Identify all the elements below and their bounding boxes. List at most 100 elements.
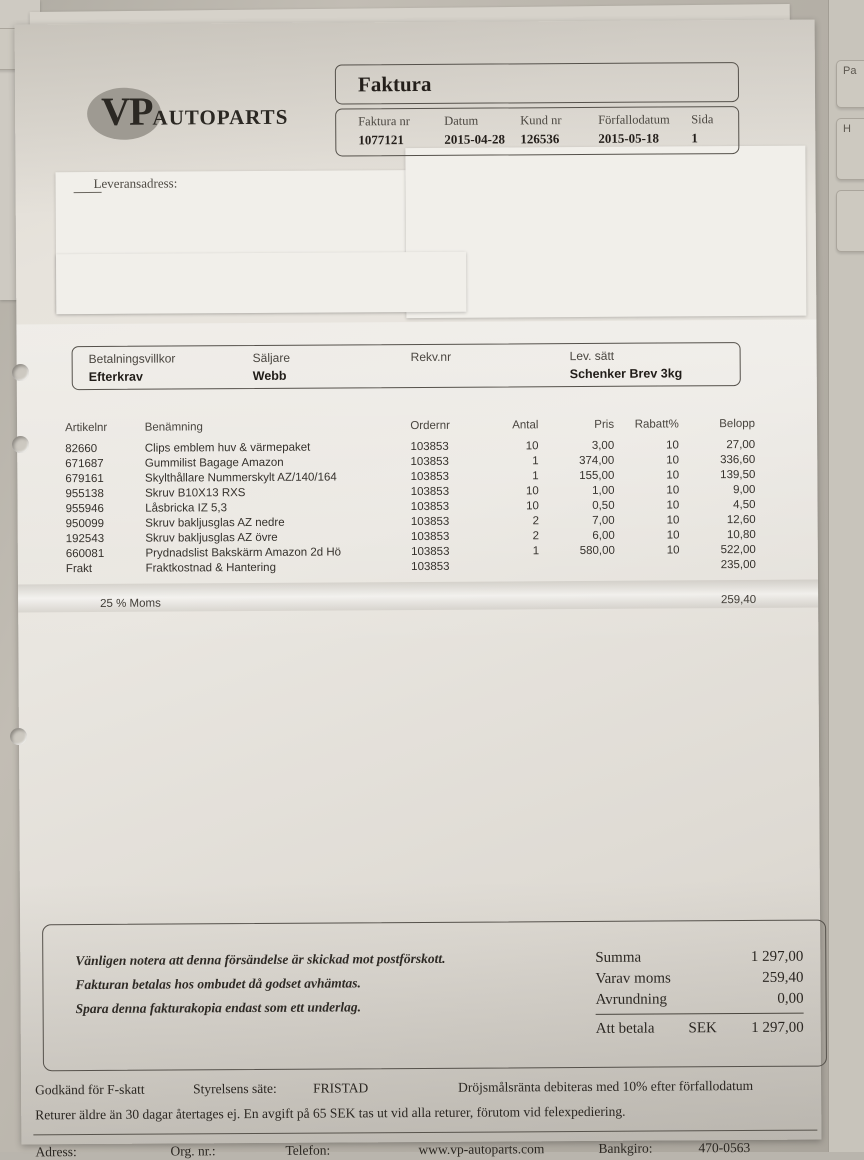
delivery-address-rule [74, 192, 102, 193]
cell-antal: 10 [482, 438, 542, 453]
logo-vp-text: VP [101, 89, 153, 134]
cell-artikelnr: 660081 [66, 546, 146, 561]
cell-belopp: 235,00 [692, 557, 756, 572]
total-summa-label: Summa [595, 948, 641, 969]
total-moms: Varav moms 259,40 [595, 968, 803, 990]
cell-belopp: 139,50 [691, 467, 755, 482]
meta-forfallodatum-value: 2015-05-18 [598, 130, 670, 146]
footer-rule [33, 1130, 817, 1136]
cell-belopp: 10,80 [691, 527, 755, 542]
meta-faktura-nr-label: Faktura nr [358, 114, 410, 129]
col-pris: Pris [542, 419, 614, 438]
col-belopp: Belopp [691, 418, 755, 437]
meta-sida-value: 1 [691, 130, 713, 146]
logo-text: VPAUTOPARTS [87, 85, 289, 144]
hole-punch-2 [12, 436, 29, 453]
footer-bankgiro-value: 470-0563 [698, 1140, 750, 1156]
cell-ordernr: 103853 [410, 454, 482, 469]
note-line-2: Fakturan betalas hos ombudet då godset a… [75, 971, 445, 997]
cell-rabatt [615, 557, 692, 572]
cell-ordernr: 103853 [411, 529, 483, 544]
meta-forfallodatum-label: Förfallodatum [598, 112, 670, 127]
hole-punch-3 [10, 728, 27, 745]
legal-returer: Returer äldre än 30 dagar återtages ej. … [35, 1103, 815, 1124]
invoice-notes: Vänligen notera att denna försändelse är… [75, 947, 446, 1021]
cell-belopp: 336,60 [691, 452, 755, 467]
summary-box: Vänligen notera att denna försändelse är… [42, 920, 827, 1072]
meta-kund-nr-label: Kund nr [520, 113, 561, 128]
terms-saljare: Säljare Webb [253, 351, 291, 383]
cell-belopp: 522,00 [692, 542, 756, 557]
cell-ordernr: 103853 [411, 559, 483, 574]
cell-rabatt: 10 [614, 482, 691, 497]
cell-benamning: Clips emblem huv & värmepaket [145, 439, 411, 456]
legal-section: Godkänd för F-skatt Styrelsens säte: FRI… [35, 1078, 815, 1124]
cell-rabatt: 10 [615, 542, 692, 557]
footer-telefon-label: Telefon: [285, 1142, 418, 1159]
delivery-address-label: Leveransadress: [94, 175, 178, 192]
total-avrundning-value: 0,00 [777, 989, 803, 1010]
legal-styrelse-label: Styrelsens säte: [193, 1081, 313, 1098]
total-summa-value: 1 297,00 [751, 947, 804, 968]
meta-faktura-nr-value: 1077121 [358, 132, 410, 148]
cell-benamning: Skruv B10X13 RXS [145, 484, 411, 501]
cell-antal: 10 [483, 498, 543, 513]
cell-pris: 0,50 [543, 498, 615, 513]
cell-rabatt: 10 [614, 467, 691, 482]
cell-rabatt: 10 [614, 452, 691, 467]
cell-belopp: 9,00 [691, 482, 755, 497]
cell-pris: 3,00 [542, 438, 614, 453]
terms-betalningsvillkor-value: Efterkrav [89, 369, 176, 384]
vat-label: 25 % Moms [66, 572, 692, 611]
meta-datum: Datum 2015-04-28 [444, 113, 505, 147]
cell-artikelnr: 671687 [65, 456, 145, 471]
meta-kund-nr: Kund nr 126536 [520, 113, 562, 147]
invoice-document: VPAUTOPARTS Faktura Faktura nr 1077121 D… [15, 20, 822, 1145]
cell-belopp: 27,00 [691, 437, 755, 452]
cell-artikelnr: Frakt [66, 561, 146, 576]
cell-pris: 374,00 [543, 453, 615, 468]
cell-rabatt: 10 [615, 527, 692, 542]
cell-antal: 10 [483, 483, 543, 498]
terms-rekv-nr: Rekv.nr [411, 350, 452, 368]
cell-artikelnr: 955138 [65, 486, 145, 501]
cell-benamning: Skylthållare Nummerskylt AZ/140/164 [145, 469, 411, 486]
meta-sida: Sida 1 [691, 112, 713, 146]
footer-org-label: Org. nr.: [170, 1143, 285, 1160]
cell-antal [483, 558, 543, 573]
total-avrundning-label: Avrundning [595, 989, 667, 1010]
cell-artikelnr: 192543 [66, 531, 146, 546]
total-att-betala: Att betala SEK 1 297,00 [596, 1018, 804, 1040]
total-att-betala-value: 1 297,00 [751, 1018, 804, 1039]
cell-pris [543, 558, 615, 573]
keyboard-key-h-label: H [843, 123, 851, 135]
cell-benamning: Prydnadslist Bakskärm Amazon 2d Hö [145, 544, 411, 561]
total-att-betala-label: Att betala [596, 1019, 655, 1040]
line-items: Artikelnr Benämning Ordernr Antal Pris R… [65, 418, 756, 612]
cell-pris: 1,00 [543, 483, 615, 498]
keyboard-key-pa-label: Pa [843, 65, 856, 77]
cell-benamning: Låsbricka IZ 5,3 [145, 499, 411, 516]
cell-pris: 580,00 [543, 543, 615, 558]
terms-saljare-value: Webb [253, 369, 290, 383]
note-line-1: Vänligen notera att denna försändelse är… [75, 947, 445, 973]
terms-saljare-label: Säljare [253, 351, 290, 365]
cell-ordernr: 103853 [411, 499, 483, 514]
col-rabatt: Rabatt% [614, 418, 691, 437]
cell-artikelnr: 82660 [65, 441, 145, 456]
terms-betalningsvillkor-label: Betalningsvillkor [89, 351, 176, 366]
company-logo: VPAUTOPARTS [87, 85, 289, 144]
cell-artikelnr: 955946 [65, 501, 145, 516]
terms-rekv-nr-label: Rekv.nr [411, 350, 452, 364]
total-avrundning: Avrundning 0,00 [595, 989, 803, 1011]
legal-styrelse-value: FRISTAD [313, 1080, 458, 1097]
invoice-title-box: Faktura [335, 62, 739, 104]
cell-ordernr: 103853 [411, 484, 483, 499]
terms-betalningsvillkor: Betalningsvillkor Efterkrav [89, 351, 176, 384]
legal-row-1: Godkänd för F-skatt Styrelsens säte: FRI… [35, 1078, 815, 1099]
cell-ordernr: 103853 [411, 514, 483, 529]
cell-rabatt: 10 [615, 497, 692, 512]
meta-kund-nr-value: 126536 [520, 131, 561, 147]
cell-belopp: 12,60 [691, 512, 755, 527]
legal-f-skatt: Godkänd för F-skatt [35, 1081, 193, 1098]
